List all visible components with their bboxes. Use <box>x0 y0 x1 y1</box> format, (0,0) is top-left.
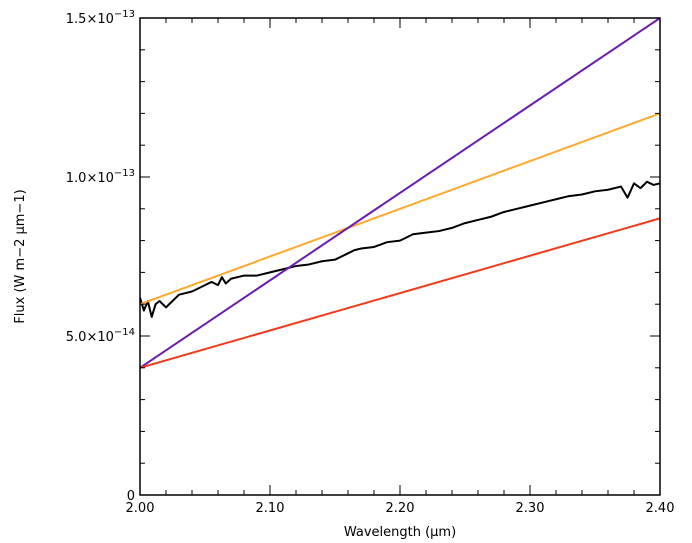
series-line-0 <box>140 180 660 318</box>
x-tick-label: 2.10 <box>256 501 285 516</box>
x-tick-label: 2.40 <box>646 501 675 516</box>
series-line-3 <box>140 217 660 369</box>
y-tick-label: 0 <box>127 489 135 504</box>
x-axis-label: Wavelength (μm) <box>344 525 456 540</box>
y-tick-label: 1.5×10−13 <box>66 9 135 27</box>
y-tick-label: 1.0×10−13 <box>66 168 135 186</box>
x-tick-label: 2.20 <box>386 501 415 516</box>
tick-layer: 2.00 2.10 2.20 2.30 2.40 0 5.0×10−14 1.0×10−13 1… <box>66 9 675 516</box>
y-axis-label: Flux (W m−2 μm−1) <box>13 189 28 323</box>
series-layer <box>140 18 660 369</box>
x-tick-label: 2.30 <box>516 501 545 516</box>
y-tick-label: 5.0×10−14 <box>66 327 135 345</box>
plot-frame <box>139 17 661 496</box>
series-line-1 <box>140 112 660 306</box>
series-line-2 <box>140 18 660 369</box>
x-tick-label: 2.00 <box>126 501 155 516</box>
